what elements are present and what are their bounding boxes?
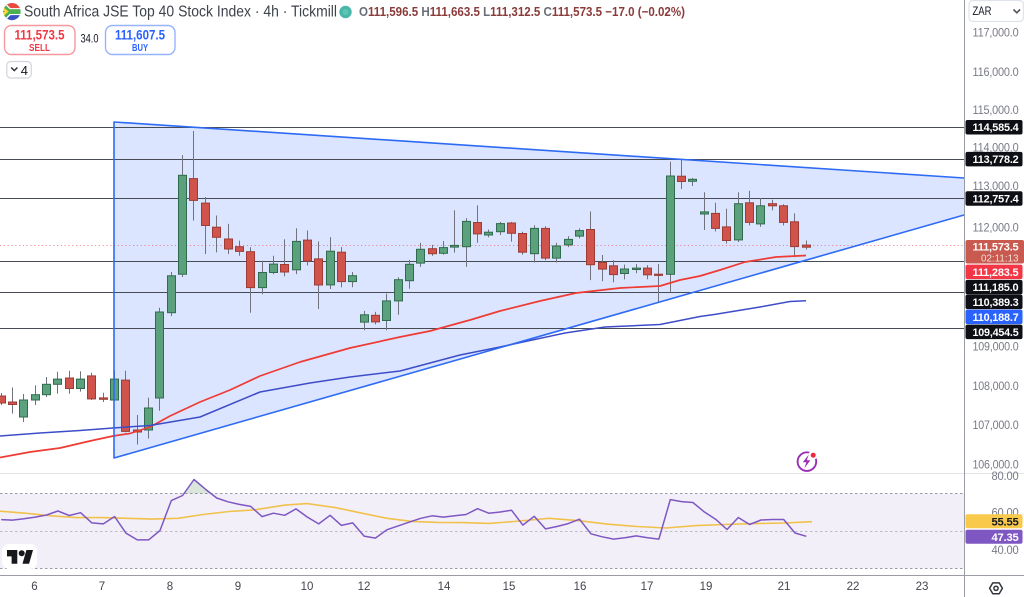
- svg-text:116,000.0: 116,000.0: [973, 67, 1019, 79]
- svg-text:110,188.7: 110,188.7: [973, 312, 1019, 324]
- svg-text:14: 14: [438, 581, 451, 593]
- svg-text:23: 23: [916, 581, 929, 593]
- svg-text:109,000.0: 109,000.0: [973, 342, 1019, 354]
- svg-text:6: 6: [31, 581, 37, 593]
- svg-text:19: 19: [700, 581, 713, 593]
- svg-text:47.35: 47.35: [992, 532, 1019, 544]
- svg-text:112,757.4: 112,757.4: [973, 194, 1020, 206]
- svg-text:111,185.0: 111,185.0: [973, 282, 1019, 294]
- svg-text:22: 22: [847, 581, 860, 593]
- svg-text:12: 12: [358, 581, 371, 593]
- svg-text:BUY: BUY: [132, 42, 148, 54]
- svg-text:55.55: 55.55: [992, 516, 1019, 528]
- svg-text:112,000.0: 112,000.0: [973, 223, 1019, 235]
- svg-text:114,000.0: 114,000.0: [973, 143, 1019, 155]
- svg-text:21: 21: [778, 581, 791, 593]
- svg-text:SELL: SELL: [29, 42, 50, 54]
- svg-text:9: 9: [235, 581, 241, 593]
- svg-text:ZAR: ZAR: [973, 4, 992, 18]
- svg-text:15: 15: [503, 581, 516, 593]
- svg-text:113,000.0: 113,000.0: [973, 181, 1019, 193]
- svg-text:16: 16: [574, 581, 587, 593]
- svg-text:34.0: 34.0: [81, 32, 99, 46]
- svg-text:114,585.4: 114,585.4: [973, 122, 1020, 134]
- svg-text:111,573.5: 111,573.5: [973, 242, 1019, 254]
- svg-text:113,778.2: 113,778.2: [973, 154, 1019, 166]
- svg-text:4: 4: [21, 63, 28, 78]
- svg-text:7: 7: [99, 581, 105, 593]
- svg-text:111,607.5: 111,607.5: [115, 28, 165, 43]
- svg-text:8: 8: [167, 581, 173, 593]
- svg-text:111,573.5: 111,573.5: [15, 28, 65, 43]
- svg-text:107,000.0: 107,000.0: [973, 420, 1019, 432]
- svg-text:40.00: 40.00: [992, 545, 1019, 557]
- svg-text:106,000.0: 106,000.0: [973, 460, 1019, 472]
- svg-text:02:11:13: 02:11:13: [981, 254, 1019, 265]
- svg-text:17: 17: [641, 581, 654, 593]
- svg-text:109,454.5: 109,454.5: [973, 327, 1019, 339]
- svg-text:117,000.0: 117,000.0: [973, 28, 1019, 40]
- svg-text:110,389.3: 110,389.3: [973, 297, 1019, 309]
- svg-text:108,000.0: 108,000.0: [973, 381, 1019, 393]
- svg-text:111,283.5: 111,283.5: [973, 267, 1019, 279]
- svg-text:115,000.0: 115,000.0: [973, 105, 1019, 117]
- svg-text:South Africa JSE Top 40 Stock: South Africa JSE Top 40 Stock Index · 4h…: [24, 4, 337, 21]
- svg-text:O111,596.5 H111,663.5 L111,312: O111,596.5 H111,663.5 L111,312.5 C111,57…: [359, 5, 685, 19]
- svg-text:80.00: 80.00: [992, 471, 1019, 483]
- svg-text:10: 10: [301, 581, 314, 593]
